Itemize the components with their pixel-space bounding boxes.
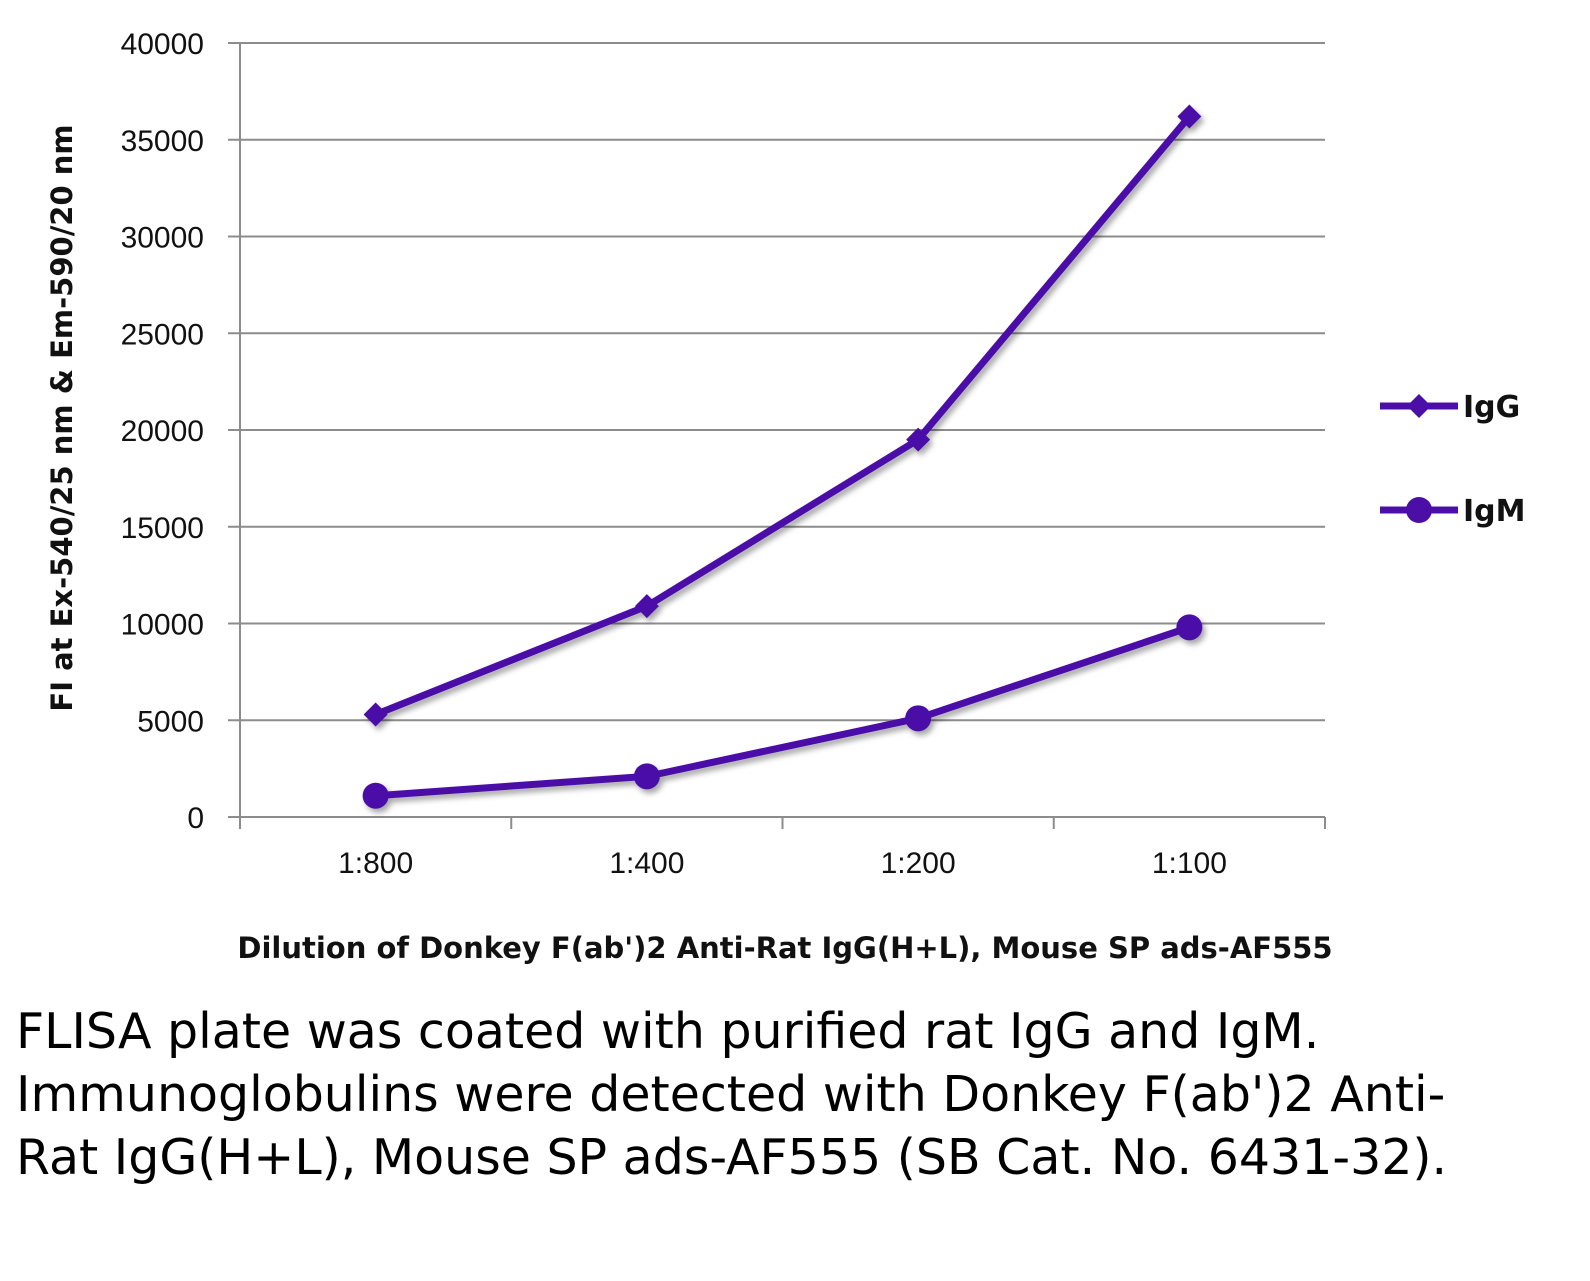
y-tick-label: 0 bbox=[187, 802, 204, 835]
y-tick-label: 25000 bbox=[121, 318, 204, 351]
legend: IgG IgM bbox=[1380, 390, 1526, 529]
data-point-igm bbox=[633, 763, 660, 790]
x-tick-label: 1:800 bbox=[338, 847, 413, 880]
legend-label: IgG bbox=[1463, 390, 1520, 425]
y-tick-label: 30000 bbox=[121, 222, 204, 255]
data-point-igm bbox=[362, 782, 389, 809]
data-point-igm bbox=[1176, 614, 1203, 641]
y-tick-label: 10000 bbox=[121, 609, 204, 642]
data-point-igg bbox=[1177, 104, 1202, 129]
legend-item-igg: IgG bbox=[1380, 390, 1520, 425]
legend-label: IgM bbox=[1463, 494, 1526, 529]
y-tick-label: 20000 bbox=[121, 415, 204, 448]
data-point-igg bbox=[634, 594, 659, 619]
x-tick-label: 1:100 bbox=[1152, 847, 1227, 880]
series-line-igm bbox=[372, 623, 1193, 800]
y-tick-label: 35000 bbox=[121, 125, 204, 158]
x-tick-label: 1:400 bbox=[609, 847, 684, 880]
axes bbox=[228, 42, 1326, 829]
x-tick-label: 1:200 bbox=[881, 847, 956, 880]
x-tick-labels: 1:800 1:400 1:200 1:100 bbox=[338, 847, 1227, 880]
data-point-igm bbox=[905, 705, 932, 732]
y-tick-label: 5000 bbox=[137, 705, 204, 738]
data-point-igg bbox=[363, 702, 388, 727]
y-tick-labels: 0 5000 10000 15000 20000 25000 30000 35000 40000 bbox=[121, 28, 204, 835]
series-igm bbox=[362, 614, 1203, 809]
series-igg bbox=[363, 104, 1202, 727]
y-tick-label: 40000 bbox=[121, 28, 204, 61]
y-axis-title: FI at Ex-540/25 nm & Em-590/20 nm bbox=[45, 124, 79, 711]
y-tick-label: 15000 bbox=[121, 512, 204, 545]
legend-marker bbox=[1407, 394, 1431, 418]
x-axis-title: Dilution of Donkey F(ab')2 Anti-Rat IgG(… bbox=[237, 931, 1332, 965]
legend-item-igm: IgM bbox=[1380, 494, 1526, 529]
line-chart: 0 5000 10000 15000 20000 25000 30000 35000 40000… bbox=[45, 28, 1526, 965]
figure-caption: FLISA plate was coated with purified rat… bbox=[16, 1003, 1448, 1186]
data-point-igg bbox=[906, 427, 931, 452]
series-line-igg bbox=[372, 113, 1193, 718]
series-group bbox=[362, 104, 1203, 809]
legend-marker bbox=[1406, 497, 1432, 523]
